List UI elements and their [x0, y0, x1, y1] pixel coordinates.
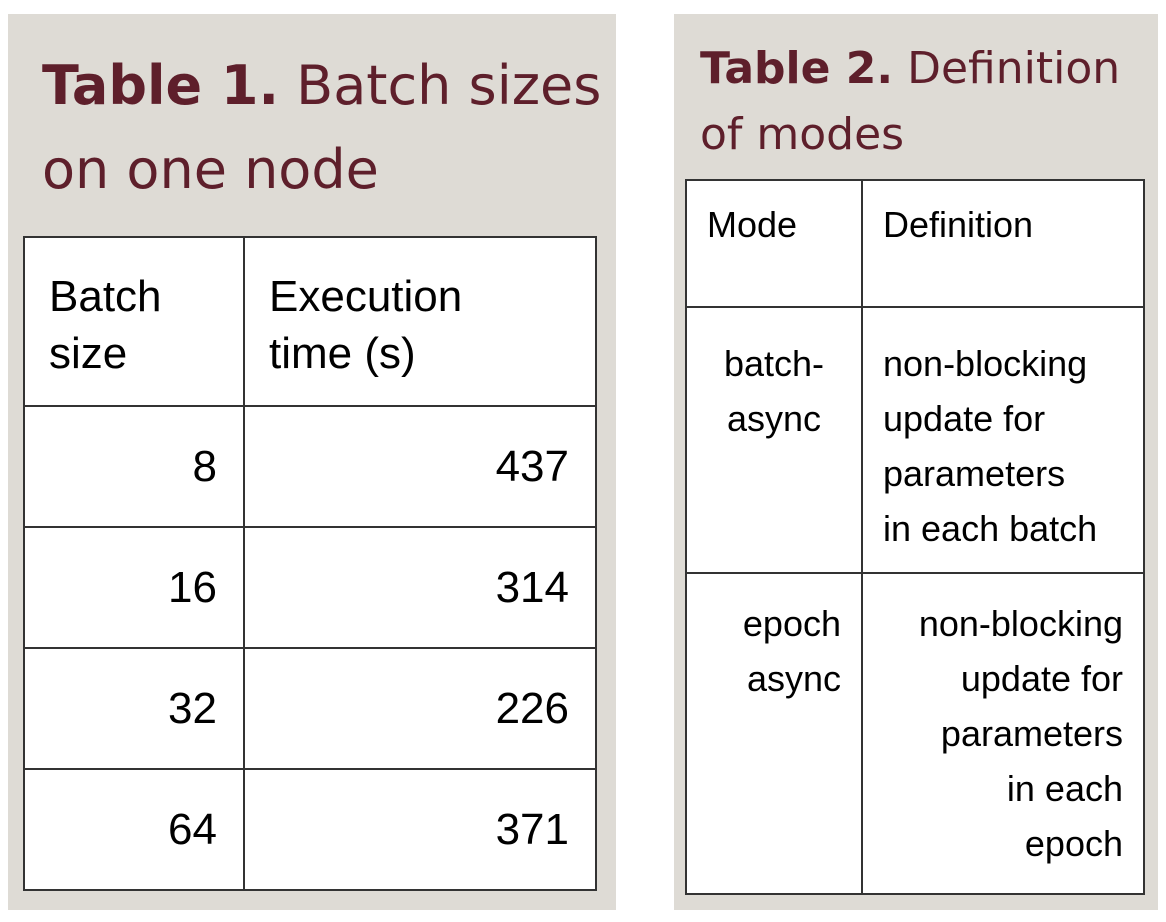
batch-size-cell: 8 [23, 405, 245, 528]
table1-caption-label: Table 1. [42, 54, 279, 117]
header-cell-mode: Mode [685, 179, 863, 308]
mode-cell: batch- async [685, 306, 863, 574]
table-row: 8 437 [23, 405, 597, 528]
table-header-row: Mode Definition [685, 179, 1145, 308]
table-row: 32 226 [23, 647, 597, 770]
definition-text: non-blocking update for parameters in ea… [883, 343, 1098, 549]
table-row: 16 314 [23, 526, 597, 649]
header-label: Batch size [49, 272, 162, 378]
header-cell-execution-time: Execution time (s) [243, 236, 597, 407]
header-label: Execution time (s) [269, 272, 463, 378]
batch-size-table: Batch size Execution time (s) 8 437 16 3… [23, 236, 597, 891]
header-cell-definition: Definition [861, 179, 1145, 308]
definition-text: non-blocking update for parameters in ea… [918, 603, 1123, 864]
mode-cell: epoch async [685, 572, 863, 895]
definition-cell: non-blocking update for parameters in ea… [861, 306, 1145, 574]
table2-caption-text: Definition of modes [700, 43, 1121, 160]
table-header-row: Batch size Execution time (s) [23, 236, 597, 407]
batch-size-cell: 64 [23, 768, 245, 891]
table2-caption: Table 2. Definition of modes [700, 36, 1150, 168]
batch-size-cell: 32 [23, 647, 245, 770]
definition-cell: non-blocking update for parameters in ea… [861, 572, 1145, 895]
table2-panel: Table 2. Definition of modes Mode Defini… [674, 14, 1158, 910]
table-row: epoch async non-blocking update for para… [685, 572, 1145, 895]
execution-time-cell: 371 [243, 768, 597, 891]
table-row: batch- async non-blocking update for par… [685, 306, 1145, 574]
modes-table: Mode Definition batch- async non-blockin… [685, 179, 1145, 895]
mode-label: epoch async [742, 603, 841, 699]
mode-label: batch- async [723, 343, 825, 439]
table1-caption-text: Batch sizes on one node [42, 54, 602, 201]
table1-caption: Table 1. Batch sizes on one node [42, 44, 612, 212]
batch-size-cell: 16 [23, 526, 245, 649]
table-row: 64 371 [23, 768, 597, 891]
header-cell-batch-size: Batch size [23, 236, 245, 407]
execution-time-cell: 437 [243, 405, 597, 528]
execution-time-cell: 226 [243, 647, 597, 770]
execution-time-cell: 314 [243, 526, 597, 649]
table2-caption-label: Table 2. [700, 43, 894, 94]
table1-panel: Table 1. Batch sizes on one node Batch s… [8, 14, 616, 910]
